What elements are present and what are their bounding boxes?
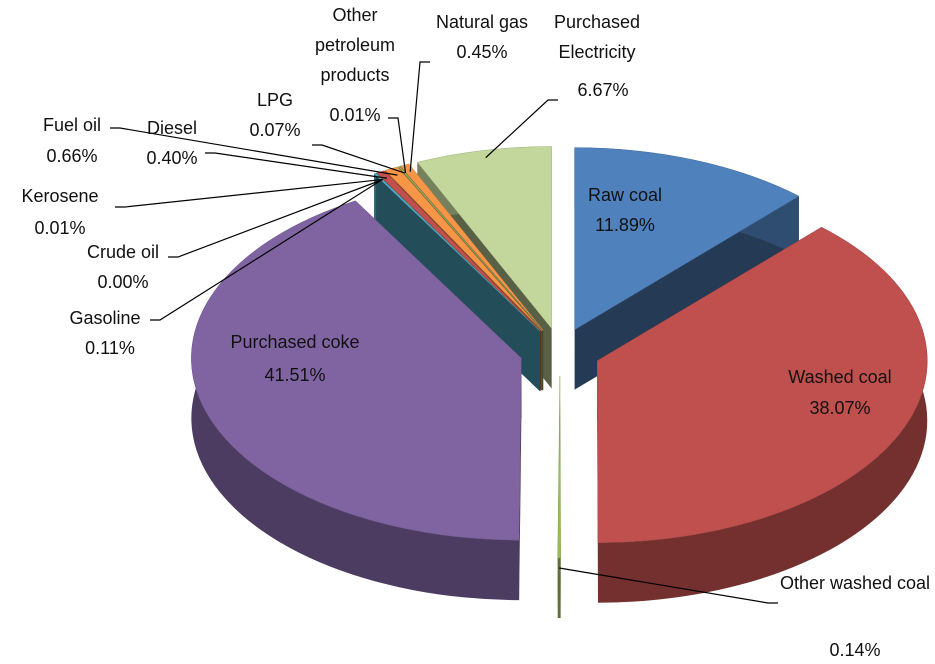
slice-label: Other petroleum products (314, 5, 396, 85)
leader-line (205, 152, 388, 179)
slice-value-label: 38.07% (809, 398, 871, 418)
slice-label: Natural gas (435, 12, 529, 32)
slice-value-label: 0.40% (146, 148, 198, 168)
slice-value-label: 11.89% (595, 215, 655, 235)
slice (557, 375, 561, 559)
slice-value-label: 6.67% (577, 80, 629, 100)
slice-label: Kerosene (21, 186, 99, 206)
slice-side (191, 200, 520, 601)
slice (397, 166, 543, 331)
slice-value-label: 41.51% (264, 365, 326, 385)
slice-label: Diesel (146, 118, 198, 138)
slice-side (557, 557, 561, 618)
slice-label: Washed coal (788, 367, 892, 387)
leader-line (115, 178, 383, 208)
leader-line (312, 144, 405, 174)
leader-line (559, 567, 778, 604)
slice-value-label: 0.14% (829, 640, 881, 660)
slice-value-label: 0.07% (249, 120, 301, 140)
slice (574, 147, 800, 331)
slice (416, 146, 552, 330)
slice-value-label: 0.11% (85, 338, 135, 358)
slice-label: Purchased Electricity (553, 12, 641, 62)
slice-label: Purchased coke (230, 332, 360, 352)
slice-value-label: 0.01% (329, 105, 381, 125)
slice-value-label: 0.66% (46, 146, 98, 166)
leader-line (168, 178, 384, 258)
slice-value-label: 0.45% (456, 42, 508, 62)
slice (597, 226, 928, 543)
slice (191, 200, 522, 541)
leader-line (388, 117, 407, 173)
slice-value-label: 0.00% (97, 272, 149, 292)
slice-label: Raw coal (587, 185, 663, 205)
slice (373, 172, 541, 332)
slice-label: Gasoline (69, 308, 141, 328)
slice-value-label: 0.01% (34, 218, 86, 238)
leader-line (150, 179, 383, 321)
leader-line (409, 61, 430, 172)
slice-side (597, 227, 928, 603)
slice-label: Crude oil (86, 242, 160, 262)
leader-line (110, 127, 398, 176)
slice-label: LPG (256, 90, 294, 110)
leader-line (485, 99, 558, 159)
slice-label: Fuel oil (42, 115, 102, 135)
slice-label: Other washed coal (779, 573, 931, 593)
